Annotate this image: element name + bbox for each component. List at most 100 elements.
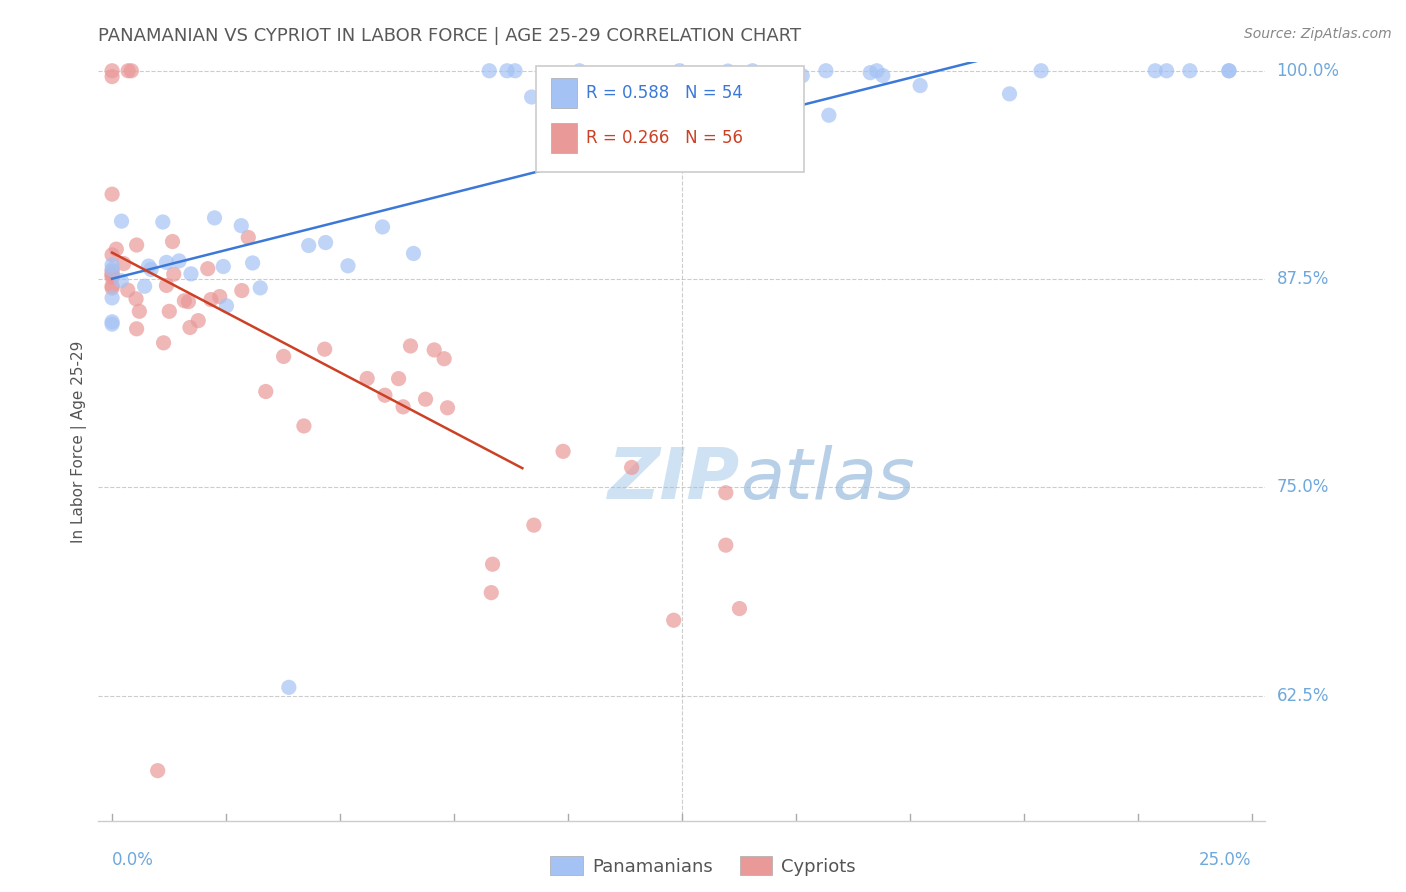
Point	[155, 255, 177, 269]
Point	[101, 258, 124, 272]
Point	[208, 289, 231, 303]
Point	[314, 342, 336, 356]
Point	[101, 268, 124, 282]
Point	[101, 291, 124, 305]
Point	[146, 764, 169, 778]
Point	[101, 281, 124, 295]
Point	[1218, 63, 1240, 78]
Point	[371, 219, 394, 234]
Point	[496, 63, 519, 78]
Text: 62.5%: 62.5%	[1277, 687, 1329, 705]
Text: 0.0%: 0.0%	[112, 851, 155, 869]
Point	[125, 322, 148, 336]
Point	[423, 343, 446, 357]
Text: 87.5%: 87.5%	[1277, 270, 1329, 288]
Point	[872, 69, 894, 83]
Point	[908, 78, 931, 93]
Text: PANAMANIAN VS CYPRIOT IN LABOR FORCE | AGE 25-29 CORRELATION CHART: PANAMANIAN VS CYPRIOT IN LABOR FORCE | A…	[98, 27, 801, 45]
Point	[1156, 63, 1178, 78]
Point	[101, 187, 124, 202]
Point	[177, 294, 200, 309]
Point	[520, 90, 543, 104]
Point	[479, 585, 502, 599]
Point	[298, 238, 321, 252]
Point	[249, 281, 271, 295]
Point	[859, 65, 882, 79]
Point	[128, 304, 150, 318]
Point	[152, 215, 174, 229]
Point	[155, 278, 177, 293]
Text: Source: ZipAtlas.com: Source: ZipAtlas.com	[1244, 27, 1392, 41]
Point	[866, 63, 889, 78]
Point	[692, 80, 714, 95]
Point	[273, 350, 295, 364]
Point	[436, 401, 458, 415]
Point	[315, 235, 337, 250]
Point	[117, 283, 139, 297]
Point	[1218, 63, 1240, 78]
Point	[551, 444, 574, 458]
Point	[568, 63, 591, 78]
FancyBboxPatch shape	[536, 66, 804, 172]
Point	[101, 248, 124, 262]
Point	[374, 388, 396, 402]
Point	[717, 64, 740, 78]
Text: 100.0%: 100.0%	[1277, 62, 1340, 79]
Point	[399, 339, 422, 353]
Point	[668, 63, 690, 78]
Point	[231, 284, 253, 298]
Point	[238, 230, 260, 244]
Point	[187, 313, 209, 327]
Point	[117, 63, 139, 78]
Point	[197, 261, 219, 276]
Point	[523, 518, 546, 533]
Point	[336, 259, 359, 273]
Point	[157, 304, 180, 318]
Point	[392, 400, 415, 414]
Point	[204, 211, 226, 225]
Point	[138, 259, 160, 273]
Point	[1029, 63, 1052, 78]
Point	[620, 460, 643, 475]
Point	[415, 392, 437, 407]
Point	[773, 71, 796, 86]
Point	[741, 63, 763, 78]
Text: ZIP: ZIP	[607, 445, 741, 514]
Point	[814, 63, 837, 78]
Point	[101, 267, 124, 281]
Point	[180, 267, 202, 281]
Text: R = 0.588   N = 54: R = 0.588 N = 54	[586, 84, 744, 102]
Point	[714, 485, 737, 500]
Point	[105, 242, 128, 256]
Text: atlas: atlas	[741, 445, 915, 514]
Point	[619, 70, 641, 85]
FancyBboxPatch shape	[551, 123, 576, 153]
Point	[792, 69, 814, 83]
Point	[101, 278, 124, 293]
Point	[179, 320, 201, 334]
Point	[543, 69, 565, 83]
Legend: Panamanians, Cypriots: Panamanians, Cypriots	[543, 849, 863, 883]
Point	[728, 601, 751, 615]
Point	[167, 253, 190, 268]
Point	[242, 256, 264, 270]
Point	[481, 558, 503, 572]
Point	[101, 262, 124, 277]
Point	[101, 317, 124, 331]
Point	[110, 214, 132, 228]
Point	[626, 86, 648, 100]
Point	[818, 108, 841, 122]
Point	[998, 87, 1021, 101]
Point	[215, 299, 238, 313]
Point	[503, 63, 526, 78]
Point	[101, 270, 124, 285]
Point	[631, 71, 654, 86]
Point	[402, 246, 425, 260]
Point	[162, 235, 184, 249]
Point	[125, 238, 148, 252]
Point	[212, 260, 235, 274]
Point	[112, 256, 135, 270]
Point	[152, 335, 174, 350]
FancyBboxPatch shape	[551, 78, 576, 108]
Point	[101, 63, 124, 78]
